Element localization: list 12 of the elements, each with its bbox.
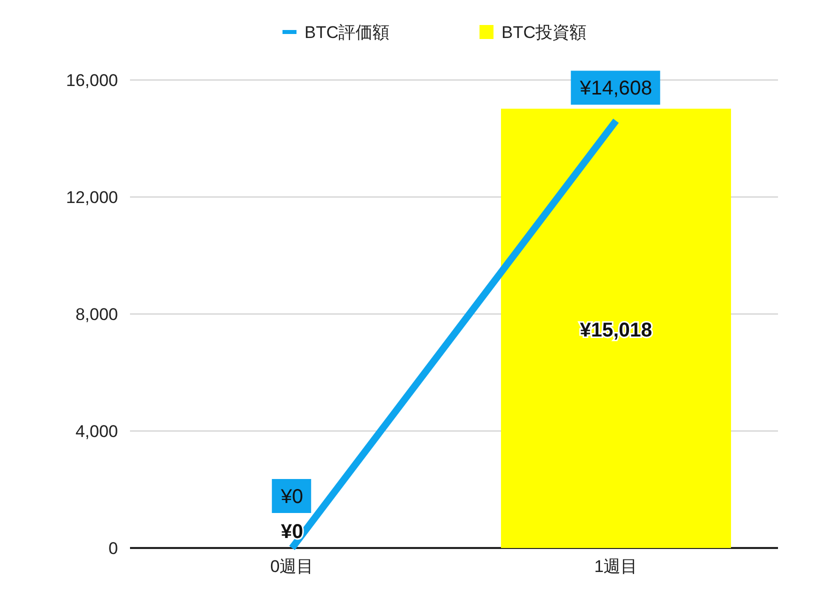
x-tick-label: 1週目 xyxy=(594,557,638,576)
x-tick-label: 0週目 xyxy=(270,557,314,576)
legend-label: BTC評価額 xyxy=(304,23,390,42)
data-label: ¥15,018 xyxy=(580,319,652,342)
y-tick-label: 4,000 xyxy=(75,422,118,441)
data-label: ¥14,608 xyxy=(578,78,652,100)
data-label: ¥0 xyxy=(280,486,304,508)
y-tick-label: 8,000 xyxy=(75,305,118,324)
y-tick-label: 16,000 xyxy=(66,71,118,90)
y-tick-label: 0 xyxy=(108,539,118,558)
legend-label: BTC投資額 xyxy=(502,23,586,42)
y-tick-label: 12,000 xyxy=(66,188,118,207)
